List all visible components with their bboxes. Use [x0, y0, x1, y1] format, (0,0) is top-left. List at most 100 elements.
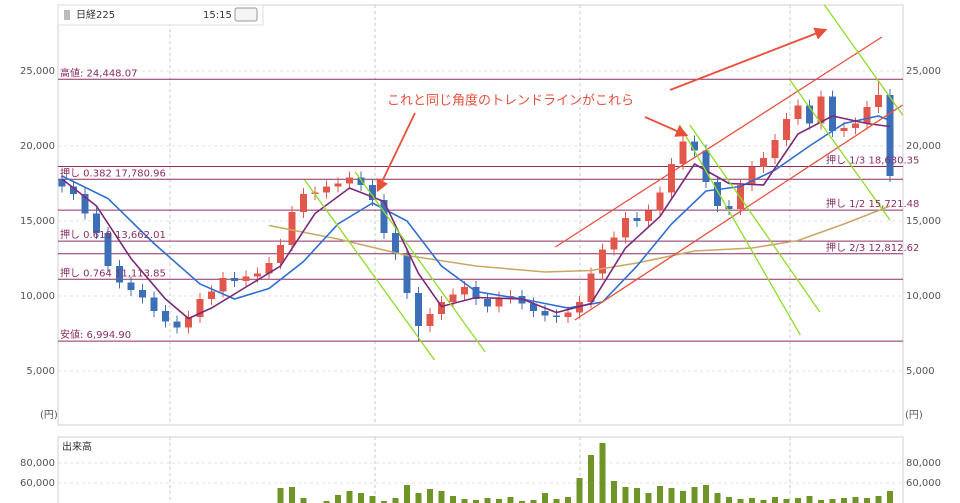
candle-body: [806, 105, 813, 124]
volume-bar: [427, 489, 433, 503]
level-label: 押し 0.764 11,113.85: [60, 266, 166, 279]
trend-line: [678, 124, 801, 336]
candle-body: [323, 186, 330, 193]
volume-bar: [795, 498, 801, 503]
volume-bar: [818, 500, 824, 503]
candle-body: [254, 273, 261, 277]
candle-body: [714, 182, 721, 206]
candle-body: [116, 266, 123, 283]
level-label: 押し 2/3 12,812.62: [826, 241, 919, 254]
level-label: 安値: 6,994.90: [60, 328, 131, 341]
candle-body: [783, 119, 790, 140]
y-unit-left: (円): [40, 410, 58, 421]
volume-bar: [473, 500, 479, 503]
trend-line: [304, 179, 436, 361]
candle-body: [863, 107, 871, 124]
candle-body: [725, 206, 733, 209]
trend-line: [823, 5, 903, 116]
candle-body: [357, 177, 365, 185]
volume-title: 出来高: [62, 440, 92, 453]
candle-body: [840, 128, 848, 131]
y-tick-label: 10,000: [20, 291, 55, 302]
candle-body: [162, 311, 169, 322]
candle-body: [668, 164, 675, 193]
volume-tick-label-right: 80,000: [906, 458, 941, 469]
candle-body: [484, 299, 491, 307]
candle-body: [461, 287, 468, 295]
plot-frame: [57, 4, 904, 426]
volume-bar: [852, 497, 859, 503]
volume-bar: [461, 499, 468, 503]
candle-body: [610, 237, 618, 250]
trend-line: [689, 124, 821, 313]
volume-bar: [369, 496, 376, 503]
volume-bar: [450, 496, 456, 503]
volume-bar: [346, 491, 353, 503]
volume-bar: [634, 488, 640, 503]
candle-body: [886, 95, 894, 176]
level-label: 高値: 24,448.07: [60, 66, 137, 79]
candle-body: [392, 233, 399, 254]
candle-body: [173, 321, 181, 328]
volume-bar: [507, 497, 514, 503]
y-tick-label-right: 10,000: [906, 291, 941, 302]
grid: [58, 70, 903, 484]
volume-bar: [576, 478, 583, 503]
candle-body: [656, 192, 664, 211]
volume-bar: [565, 497, 571, 503]
ma-line: [61, 115, 891, 320]
candle-body: [748, 167, 756, 185]
candle-body: [875, 95, 882, 107]
candle-body: [150, 297, 158, 311]
settings-button[interactable]: [234, 7, 258, 22]
candle-body: [196, 299, 204, 317]
annotation: これと同じ角度のトレンドラインがこれら: [387, 93, 634, 109]
candle-body: [472, 287, 480, 299]
y-tick-label-right: 20,000: [906, 141, 941, 152]
candle-body: [403, 254, 411, 293]
candle-body: [691, 141, 698, 151]
volume-bar: [737, 499, 744, 503]
candle-body: [139, 290, 146, 298]
trend-line: [354, 171, 486, 353]
volume-bar: [484, 498, 491, 503]
volume-bar: [875, 496, 882, 503]
volume-bar: [772, 497, 778, 503]
candle-body: [127, 282, 135, 290]
y-tick-label-right: 5,000: [906, 366, 935, 377]
candle-body: [852, 123, 859, 128]
candle-body: [794, 105, 802, 119]
candle-body: [81, 194, 89, 214]
candle-body: [530, 303, 537, 311]
y-tick-label: 5,000: [26, 366, 55, 377]
candle-body: [208, 291, 215, 299]
candle-body: [369, 185, 376, 200]
volume-bar: [749, 498, 755, 503]
candle-body: [380, 200, 388, 233]
volume-bar: [829, 499, 836, 503]
candle-body: [495, 297, 503, 307]
y-tick-label: 20,000: [20, 141, 55, 152]
header-icon: [64, 10, 70, 20]
volume-bar: [611, 481, 617, 503]
y-unit-right: (円): [905, 410, 923, 421]
volume-bar: [438, 491, 445, 503]
trend-line: [554, 36, 883, 248]
volume-bar: [668, 488, 675, 503]
candle-body: [541, 311, 549, 316]
volume-bar: [760, 500, 767, 503]
y-tick-label: 15,000: [20, 216, 55, 227]
candle-body: [58, 179, 66, 187]
volume-bar: [714, 493, 721, 503]
candle-body: [300, 194, 307, 212]
volume-bar: [680, 491, 686, 503]
volume-bar: [783, 499, 790, 503]
candle-body: [679, 141, 687, 164]
header-box: [57, 4, 264, 26]
volume-bar: [726, 497, 732, 503]
candle-body: [553, 315, 560, 317]
volume-bar: [519, 501, 525, 503]
y-tick-label: 25,000: [20, 66, 55, 77]
candle-body: [104, 233, 112, 266]
volume-bar: [392, 498, 399, 503]
